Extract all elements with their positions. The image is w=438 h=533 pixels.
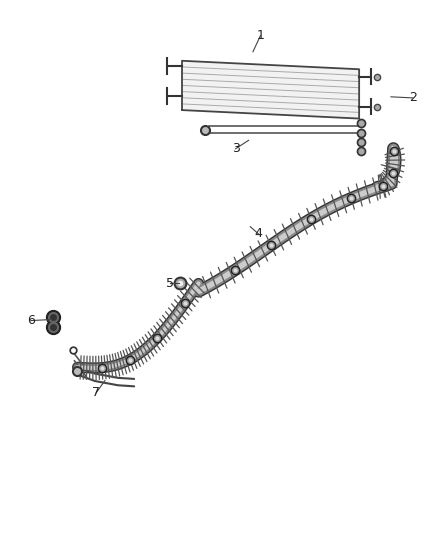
Text: 7: 7 <box>92 386 100 399</box>
Text: 1: 1 <box>256 29 264 42</box>
Polygon shape <box>182 61 359 118</box>
Text: 6: 6 <box>27 314 35 327</box>
Text: 2: 2 <box>409 91 417 104</box>
Text: 3: 3 <box>232 142 240 155</box>
Text: 5: 5 <box>166 277 174 290</box>
Text: 4: 4 <box>254 227 262 240</box>
